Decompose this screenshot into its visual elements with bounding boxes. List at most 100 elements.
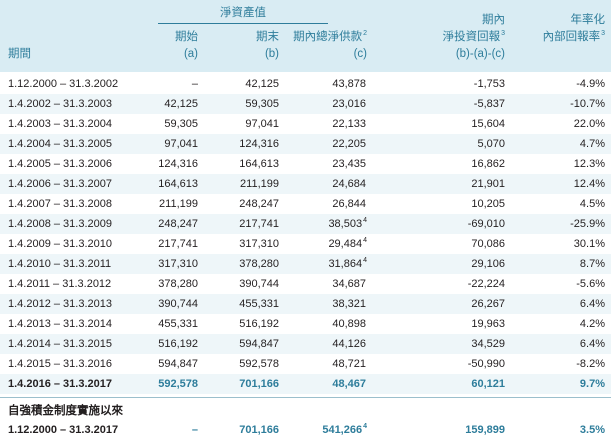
irr-cell: 6.4% (579, 338, 605, 350)
contributions-cell: 38,321 (332, 298, 366, 310)
period-cell: 1.4.2003 – 31.3.2004 (8, 118, 112, 130)
period-cell: 1.12.2000 – 31.3.2002 (8, 78, 119, 90)
investment-return-cell: 16,862 (471, 158, 505, 170)
period-cell: 1.4.2016 – 31.3.2017 (8, 378, 112, 390)
irr-cell: 8.7% (579, 258, 605, 270)
period-cell: 1.4.2004 – 31.3.2005 (8, 138, 112, 150)
beginning-nav-cell: 378,280 (158, 278, 198, 290)
period-cell: 1.4.2002 – 31.3.2003 (8, 98, 112, 110)
end-nav-cell: 455,331 (239, 298, 279, 310)
investment-return-cell: -1,753 (473, 78, 505, 90)
investment-return-cell: 29,106 (471, 258, 505, 270)
beginning-nav-cell: 217,741 (158, 238, 198, 250)
net-asset-value-divider (158, 23, 328, 24)
irr-cell: -4.9% (576, 78, 605, 90)
period-cell: 1.4.2015 – 31.3.2016 (8, 358, 112, 370)
beginning-nav-cell: 97,041 (164, 138, 198, 150)
contributions-cell: 31,8644 (328, 257, 367, 270)
since-inception-row: 1.12.2000 – 31.3.2017 – 701,166 541,2664… (0, 420, 611, 440)
end-nav-cell: 217,741 (239, 218, 279, 230)
period-cell: 1.4.2012 – 31.3.2013 (8, 298, 112, 310)
investment-return-cell: 5,070 (477, 138, 505, 150)
period-heading: 期間 (8, 48, 31, 60)
irr-cell: 4.7% (579, 138, 605, 150)
table-row: 1.4.2015 – 31.3.2016 594,847 592,578 48,721… (0, 354, 611, 374)
end-nav-cell: 164,613 (239, 158, 279, 170)
irr-cell: 9.7% (579, 378, 605, 390)
table-row: 1.4.2007 – 31.3.2008 211,199 248,247 26,844… (0, 194, 611, 214)
beginning-subheading: (a) (183, 48, 198, 60)
since-inception-irr: 3.5% (579, 424, 605, 436)
contributions-cell: 23,435 (332, 158, 366, 170)
since-inception-return: 159,899 (465, 424, 505, 436)
irr-cell: 22.0% (573, 118, 605, 130)
contributions-cell: 48,467 (332, 378, 366, 390)
end-nav-cell: 516,192 (239, 318, 279, 330)
irr-heading-1: 年率化 (570, 14, 606, 26)
contributions-cell: 43,878 (332, 78, 366, 90)
table-row: 1.4.2010 – 31.3.2011 317,310 378,280 31,864… (0, 254, 611, 274)
contributions-subheading: (c) (353, 48, 367, 60)
period-cell: 1.4.2007 – 31.3.2008 (8, 198, 112, 210)
section-divider (0, 397, 611, 398)
irr-cell: 6.4% (579, 298, 605, 310)
contributions-cell: 22,133 (332, 118, 366, 130)
beginning-nav-cell: 164,613 (158, 178, 198, 190)
end-nav-cell: 701,166 (239, 378, 279, 390)
investment-return-cell: 15,604 (471, 118, 505, 130)
period-cell: 1.4.2014 – 31.3.2015 (8, 338, 112, 350)
period-cell: 1.4.2006 – 31.3.2007 (8, 178, 112, 190)
investment-return-cell: 34,529 (471, 338, 505, 350)
period-cell: 1.4.2009 – 31.3.2010 (8, 238, 112, 250)
table-row: 1.4.2006 – 31.3.2007 164,613 211,199 24,684… (0, 174, 611, 194)
since-inception-period: 1.12.2000 – 31.3.2017 (8, 424, 119, 436)
contributions-cell: 29,4844 (328, 237, 367, 250)
contributions-cell: 22,205 (332, 138, 366, 150)
irr-cell: -8.2% (576, 358, 605, 370)
table-row: 1.4.2004 – 31.3.2005 97,041 124,316 22,205 5… (0, 134, 611, 154)
investment-return-cell: -50,990 (467, 358, 505, 370)
table-row: 1.4.2009 – 31.3.2010 217,741 317,310 29,484… (0, 234, 611, 254)
beginning-nav-cell: 592,578 (158, 378, 198, 390)
table-row: 1.4.2013 – 31.3.2014 455,331 516,192 40,898… (0, 314, 611, 334)
period-cell: 1.4.2010 – 31.3.2011 (8, 258, 112, 270)
end-heading: 期末 (256, 31, 279, 43)
table-row: 1.4.2014 – 31.3.2015 516,192 594,847 44,126… (0, 334, 611, 354)
beginning-nav-cell: 516,192 (158, 338, 198, 350)
since-inception-contributions: 541,2664 (322, 423, 367, 436)
investment-return-heading-1: 期內 (482, 14, 505, 26)
investment-return-cell: 19,963 (471, 318, 505, 330)
table-header (0, 0, 611, 72)
end-nav-cell: 317,310 (239, 238, 279, 250)
investment-return-subheading: (b)-(a)-(c) (455, 48, 505, 60)
beginning-nav-cell: 455,331 (158, 318, 198, 330)
investment-return-cell: 26,267 (471, 298, 505, 310)
investment-return-cell: 21,901 (471, 178, 505, 190)
net-asset-value-heading: 淨資產值 (220, 7, 266, 19)
end-subheading: (b) (264, 48, 279, 60)
end-nav-cell: 211,199 (240, 178, 279, 190)
irr-cell: -10.7% (570, 98, 605, 110)
end-nav-cell: 594,847 (239, 338, 279, 350)
table-row: 1.4.2012 – 31.3.2013 390,744 455,331 38,321… (0, 294, 611, 314)
irr-cell: 30.1% (573, 238, 605, 250)
beginning-nav-cell: 390,744 (158, 298, 198, 310)
beginning-nav-cell: 248,247 (158, 218, 198, 230)
investment-return-cell: -69,010 (467, 218, 505, 230)
end-nav-cell: 124,316 (239, 138, 279, 150)
beginning-nav-cell: 124,316 (158, 158, 198, 170)
beginning-heading: 期始 (175, 31, 198, 43)
irr-cell: -25.9% (570, 218, 605, 230)
table-row: 1.4.2016 – 31.3.2017 592,578 701,166 48,467… (0, 374, 611, 394)
table-row: 1.4.2005 – 31.3.2006 124,316 164,613 23,435… (0, 154, 611, 174)
period-cell: 1.4.2013 – 31.3.2014 (8, 318, 112, 330)
table-row: 1.12.2000 – 31.3.2002 – 42,125 43,878 -1,753… (0, 74, 611, 94)
irr-cell: -5.6% (576, 278, 605, 290)
table-row: 1.4.2003 – 31.3.2004 59,305 97,041 22,133 15… (0, 114, 611, 134)
table-row: 1.4.2002 – 31.3.2003 42,125 59,305 23,016 -5… (0, 94, 611, 114)
irr-cell: 4.2% (579, 318, 605, 330)
period-cell: 1.4.2008 – 31.3.2009 (8, 218, 112, 230)
contributions-cell: 44,126 (332, 338, 366, 350)
end-nav-cell: 592,578 (239, 358, 279, 370)
